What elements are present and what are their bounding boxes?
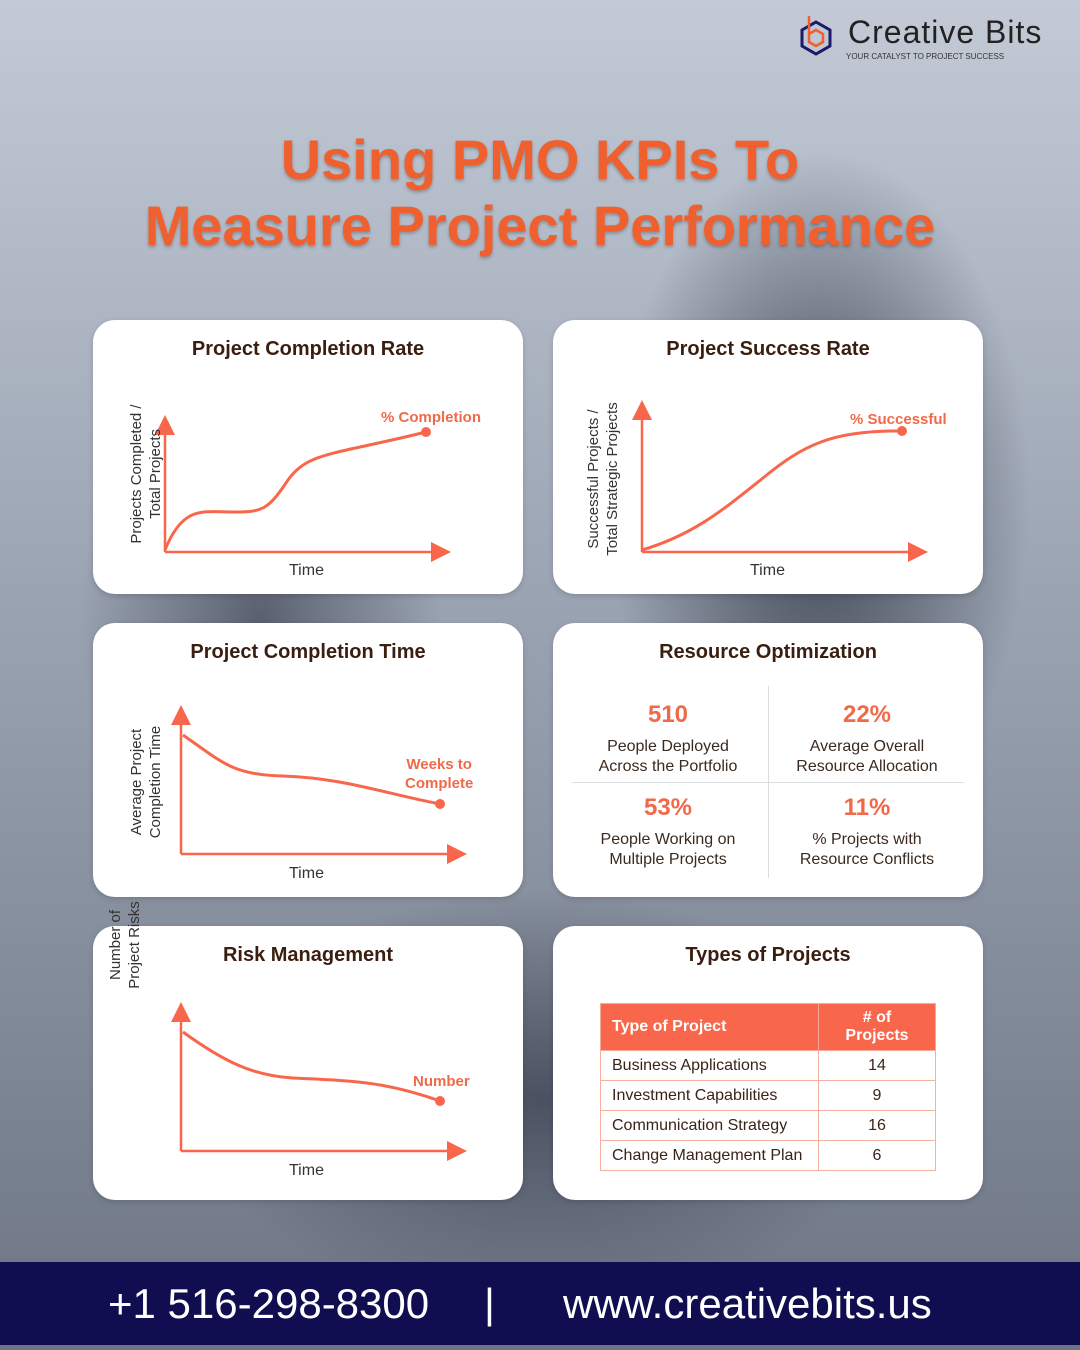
project-count: 14 bbox=[818, 1050, 936, 1081]
project-count: 6 bbox=[818, 1140, 936, 1171]
divider-horizontal bbox=[572, 782, 964, 783]
completion-rate-chart bbox=[155, 415, 451, 562]
y-axis-label: Average Project Completion Time bbox=[128, 725, 164, 839]
success-rate-chart bbox=[632, 400, 928, 562]
project-type: Investment Capabilities bbox=[600, 1080, 819, 1111]
stat-resource-conflicts: 11%% Projects with Resource Conflicts bbox=[799, 794, 935, 868]
completion-time-chart bbox=[171, 705, 467, 864]
series-label: Weeks to Complete bbox=[405, 756, 474, 792]
card-resource-optimization: Resource Optimization 510 People Deployed… bbox=[553, 623, 983, 897]
project-type: Change Management Plan bbox=[600, 1140, 819, 1171]
table-row: Change Management Plan 6 bbox=[600, 1140, 936, 1171]
card-completion-rate: Project Completion Rate Projects Complet… bbox=[93, 320, 523, 594]
stat-multiple-projects: 53% People Working on Multiple Projects bbox=[600, 794, 736, 868]
x-axis-label: Time bbox=[289, 562, 324, 579]
series-label: % Completion bbox=[381, 409, 481, 426]
card-risk-management: Risk Management Number of Project Risks T… bbox=[93, 901, 523, 1200]
footer: +1 516-298-8300 | www.creativebits.us bbox=[0, 1262, 1080, 1345]
curve-end-point bbox=[421, 427, 431, 437]
brand-logo: Creative Bits YOUR CATALYST TO PROJECT S… bbox=[798, 12, 1073, 64]
project-types-table: Type of Project # of Projects Business Ap… bbox=[600, 1003, 936, 1171]
project-count: 9 bbox=[818, 1080, 936, 1111]
hexagon-logo-icon bbox=[800, 16, 832, 56]
table-row: Communication Strategy 16 bbox=[600, 1110, 936, 1141]
project-type: Communication Strategy bbox=[600, 1110, 819, 1141]
card-success-rate: Project Success Rate Successful Projects… bbox=[553, 320, 983, 594]
page-title: Using PMO KPIs To Measure Project Perfor… bbox=[144, 128, 936, 257]
phone-number[interactable]: +1 516-298-8300 bbox=[108, 1280, 430, 1327]
project-type: Business Applications bbox=[600, 1050, 819, 1081]
stat-resource-allocation: 22% Average Overall Resource Allocation bbox=[796, 701, 938, 775]
card-types-of-projects: Types of Projects Type of Project # of Pr… bbox=[553, 926, 983, 1200]
y-axis-label: Number of Project Risks bbox=[106, 901, 143, 989]
project-count: 16 bbox=[818, 1110, 936, 1141]
table-row: Investment Capabilities 9 bbox=[600, 1080, 936, 1111]
stat-people-deployed: 510 People Deployed Across the Portfolio bbox=[598, 701, 738, 775]
card-completion-time: Project Completion Time Average Project C… bbox=[93, 623, 523, 897]
risk-chart bbox=[171, 1002, 467, 1161]
y-axis-label: Projects Completed / Total Projects bbox=[128, 404, 164, 544]
website-link[interactable]: www.creativebits.us bbox=[563, 1280, 932, 1327]
curve bbox=[163, 430, 427, 551]
y-axis-label: Successful Projects / Total Strategic Pro… bbox=[585, 402, 621, 556]
table-row: Business Applications 14 bbox=[600, 1050, 936, 1081]
